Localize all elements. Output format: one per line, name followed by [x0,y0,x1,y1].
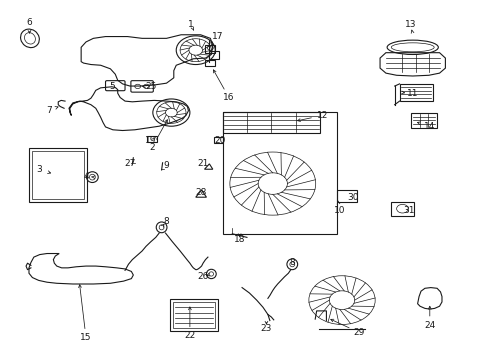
Text: 26: 26 [197,272,208,281]
Text: 6: 6 [26,18,32,27]
Text: 21: 21 [197,159,208,168]
Text: 1: 1 [187,19,193,28]
Bar [147,136,157,142]
Text: 29: 29 [353,328,364,337]
Text: 3: 3 [36,165,41,174]
Text: 12: 12 [316,111,327,120]
Bar [390,202,413,216]
Bar [209,51,219,59]
Text: 16: 16 [223,93,234,102]
Text: 11: 11 [406,89,418,98]
Bar [29,148,86,202]
Bar [336,190,356,202]
Text: 24: 24 [423,321,434,330]
Text: 27: 27 [124,159,135,168]
Text: 14: 14 [423,122,435,131]
Text: 19: 19 [145,136,156,145]
Text: 31: 31 [403,206,414,215]
Text: 20: 20 [214,136,225,145]
Bar [173,302,215,328]
Bar [170,299,218,331]
Text: 10: 10 [333,206,345,215]
Bar [222,112,320,134]
Bar [222,112,336,234]
Bar [410,113,436,128]
Text: 5: 5 [109,82,115,91]
Text: 28: 28 [195,188,206,197]
Text: 2: 2 [149,143,154,152]
Text: 15: 15 [80,333,92,342]
Text: 8: 8 [289,258,295,267]
Bar [214,137,223,143]
Text: 13: 13 [404,19,415,28]
Text: 17: 17 [211,32,223,41]
Text: 7: 7 [46,105,52,114]
Text: 18: 18 [233,235,245,244]
Bar [205,59,215,66]
Text: 4: 4 [83,172,89,181]
Bar [399,84,432,101]
Text: 9: 9 [163,161,169,170]
Text: 25: 25 [145,82,156,91]
Text: 23: 23 [260,324,272,333]
Text: 22: 22 [184,332,195,341]
Text: 30: 30 [346,193,358,202]
Text: 8: 8 [163,217,169,226]
Bar [205,45,215,53]
Bar [32,151,83,199]
